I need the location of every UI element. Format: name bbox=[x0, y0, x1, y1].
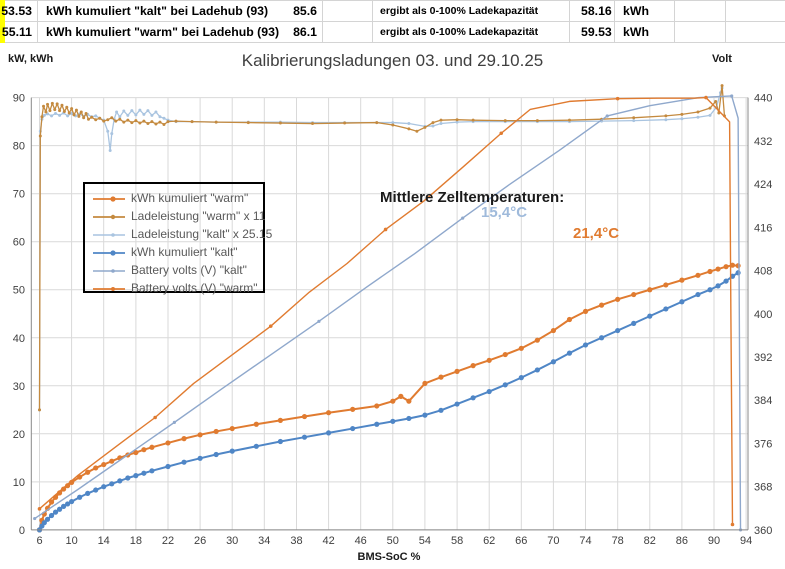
svg-text:432: 432 bbox=[754, 136, 772, 148]
svg-text:0: 0 bbox=[19, 525, 25, 537]
svg-text:376: 376 bbox=[754, 438, 772, 450]
svg-text:22: 22 bbox=[162, 535, 174, 547]
svg-text:70: 70 bbox=[547, 535, 559, 547]
svg-text:50: 50 bbox=[13, 285, 25, 297]
svg-text:20: 20 bbox=[13, 429, 25, 441]
svg-text:400: 400 bbox=[754, 309, 772, 321]
svg-text:360: 360 bbox=[754, 525, 772, 537]
svg-text:90: 90 bbox=[708, 535, 720, 547]
svg-text:416: 416 bbox=[754, 222, 772, 234]
svg-text:54: 54 bbox=[419, 535, 431, 547]
svg-text:40: 40 bbox=[13, 333, 25, 345]
svg-text:90: 90 bbox=[13, 93, 25, 105]
svg-text:94: 94 bbox=[740, 535, 752, 547]
svg-text:26: 26 bbox=[194, 535, 206, 547]
svg-text:30: 30 bbox=[226, 535, 238, 547]
svg-text:392: 392 bbox=[754, 352, 772, 364]
svg-text:BMS-SoC %: BMS-SoC % bbox=[358, 551, 421, 563]
svg-text:78: 78 bbox=[612, 535, 624, 547]
svg-text:10: 10 bbox=[65, 535, 77, 547]
svg-text:80: 80 bbox=[13, 141, 25, 153]
svg-text:6: 6 bbox=[36, 535, 42, 547]
svg-text:30: 30 bbox=[13, 381, 25, 393]
svg-text:50: 50 bbox=[387, 535, 399, 547]
svg-text:10: 10 bbox=[13, 477, 25, 489]
svg-text:38: 38 bbox=[290, 535, 302, 547]
svg-text:408: 408 bbox=[754, 266, 772, 278]
svg-text:46: 46 bbox=[355, 535, 367, 547]
svg-text:14: 14 bbox=[98, 535, 110, 547]
svg-text:58: 58 bbox=[451, 535, 463, 547]
svg-text:82: 82 bbox=[644, 535, 656, 547]
svg-text:70: 70 bbox=[13, 189, 25, 201]
svg-text:384: 384 bbox=[754, 395, 772, 407]
svg-text:34: 34 bbox=[258, 535, 270, 547]
svg-text:440: 440 bbox=[754, 93, 772, 105]
svg-text:74: 74 bbox=[579, 535, 591, 547]
svg-text:18: 18 bbox=[130, 535, 142, 547]
svg-text:66: 66 bbox=[515, 535, 527, 547]
svg-text:424: 424 bbox=[754, 179, 772, 191]
svg-text:60: 60 bbox=[13, 237, 25, 249]
svg-text:42: 42 bbox=[322, 535, 334, 547]
svg-text:86: 86 bbox=[676, 535, 688, 547]
svg-text:62: 62 bbox=[483, 535, 495, 547]
svg-text:368: 368 bbox=[754, 482, 772, 494]
